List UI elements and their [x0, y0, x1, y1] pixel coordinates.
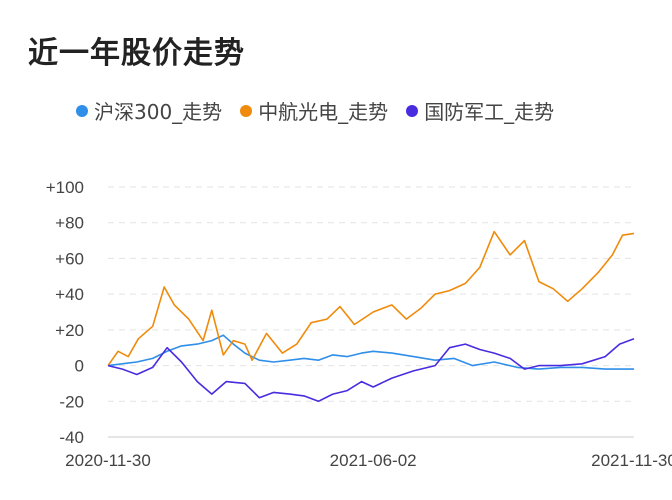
legend-marker-icon — [406, 104, 419, 117]
legend-marker-icon — [240, 104, 253, 117]
legend-label: 中航光电_走势 — [258, 100, 389, 124]
y-tick-label: +100 — [46, 178, 84, 197]
series-line-1 — [107, 230, 635, 367]
y-tick-label: 0 — [75, 357, 84, 376]
y-axis-ticks: -40 -20 0 +20 +40 +60 +80 +100 — [46, 178, 84, 447]
legend-label: 国防军工_走势 — [424, 100, 555, 124]
legend-marker-icon — [76, 104, 88, 117]
legend-item-gfjg[interactable]: 国防军工_走势 — [406, 96, 554, 125]
x-tick-label: 2020-11-30 — [65, 451, 151, 470]
x-tick-label: 2021-06-02 — [330, 451, 417, 470]
series-lines — [107, 230, 635, 403]
y-tick-label: +60 — [55, 249, 84, 268]
legend-label: 沪深300_走势 — [94, 100, 223, 124]
grid-lines — [108, 186, 634, 438]
legend-item-hs300[interactable]: 沪深300_走势 — [76, 96, 222, 125]
y-tick-label: -40 — [59, 428, 84, 447]
series-line-2 — [107, 338, 635, 403]
legend-item-zhgd[interactable]: 中航光电_走势 — [240, 96, 388, 125]
x-axis-ticks: 2020-11-30 2021-06-02 2021-11-30 — [65, 451, 672, 470]
series-line-0 — [107, 334, 634, 370]
chart-legend: 沪深300_走势 中航光电_走势 国防军工_走势 — [76, 96, 572, 125]
x-tick-label: 2021-11-30 — [591, 451, 672, 470]
y-tick-label: -20 — [59, 392, 84, 411]
page-title: 近一年股价走势 — [28, 36, 245, 71]
y-tick-label: +40 — [55, 285, 84, 304]
y-tick-label: +20 — [55, 321, 84, 340]
y-tick-label: +80 — [55, 214, 84, 233]
